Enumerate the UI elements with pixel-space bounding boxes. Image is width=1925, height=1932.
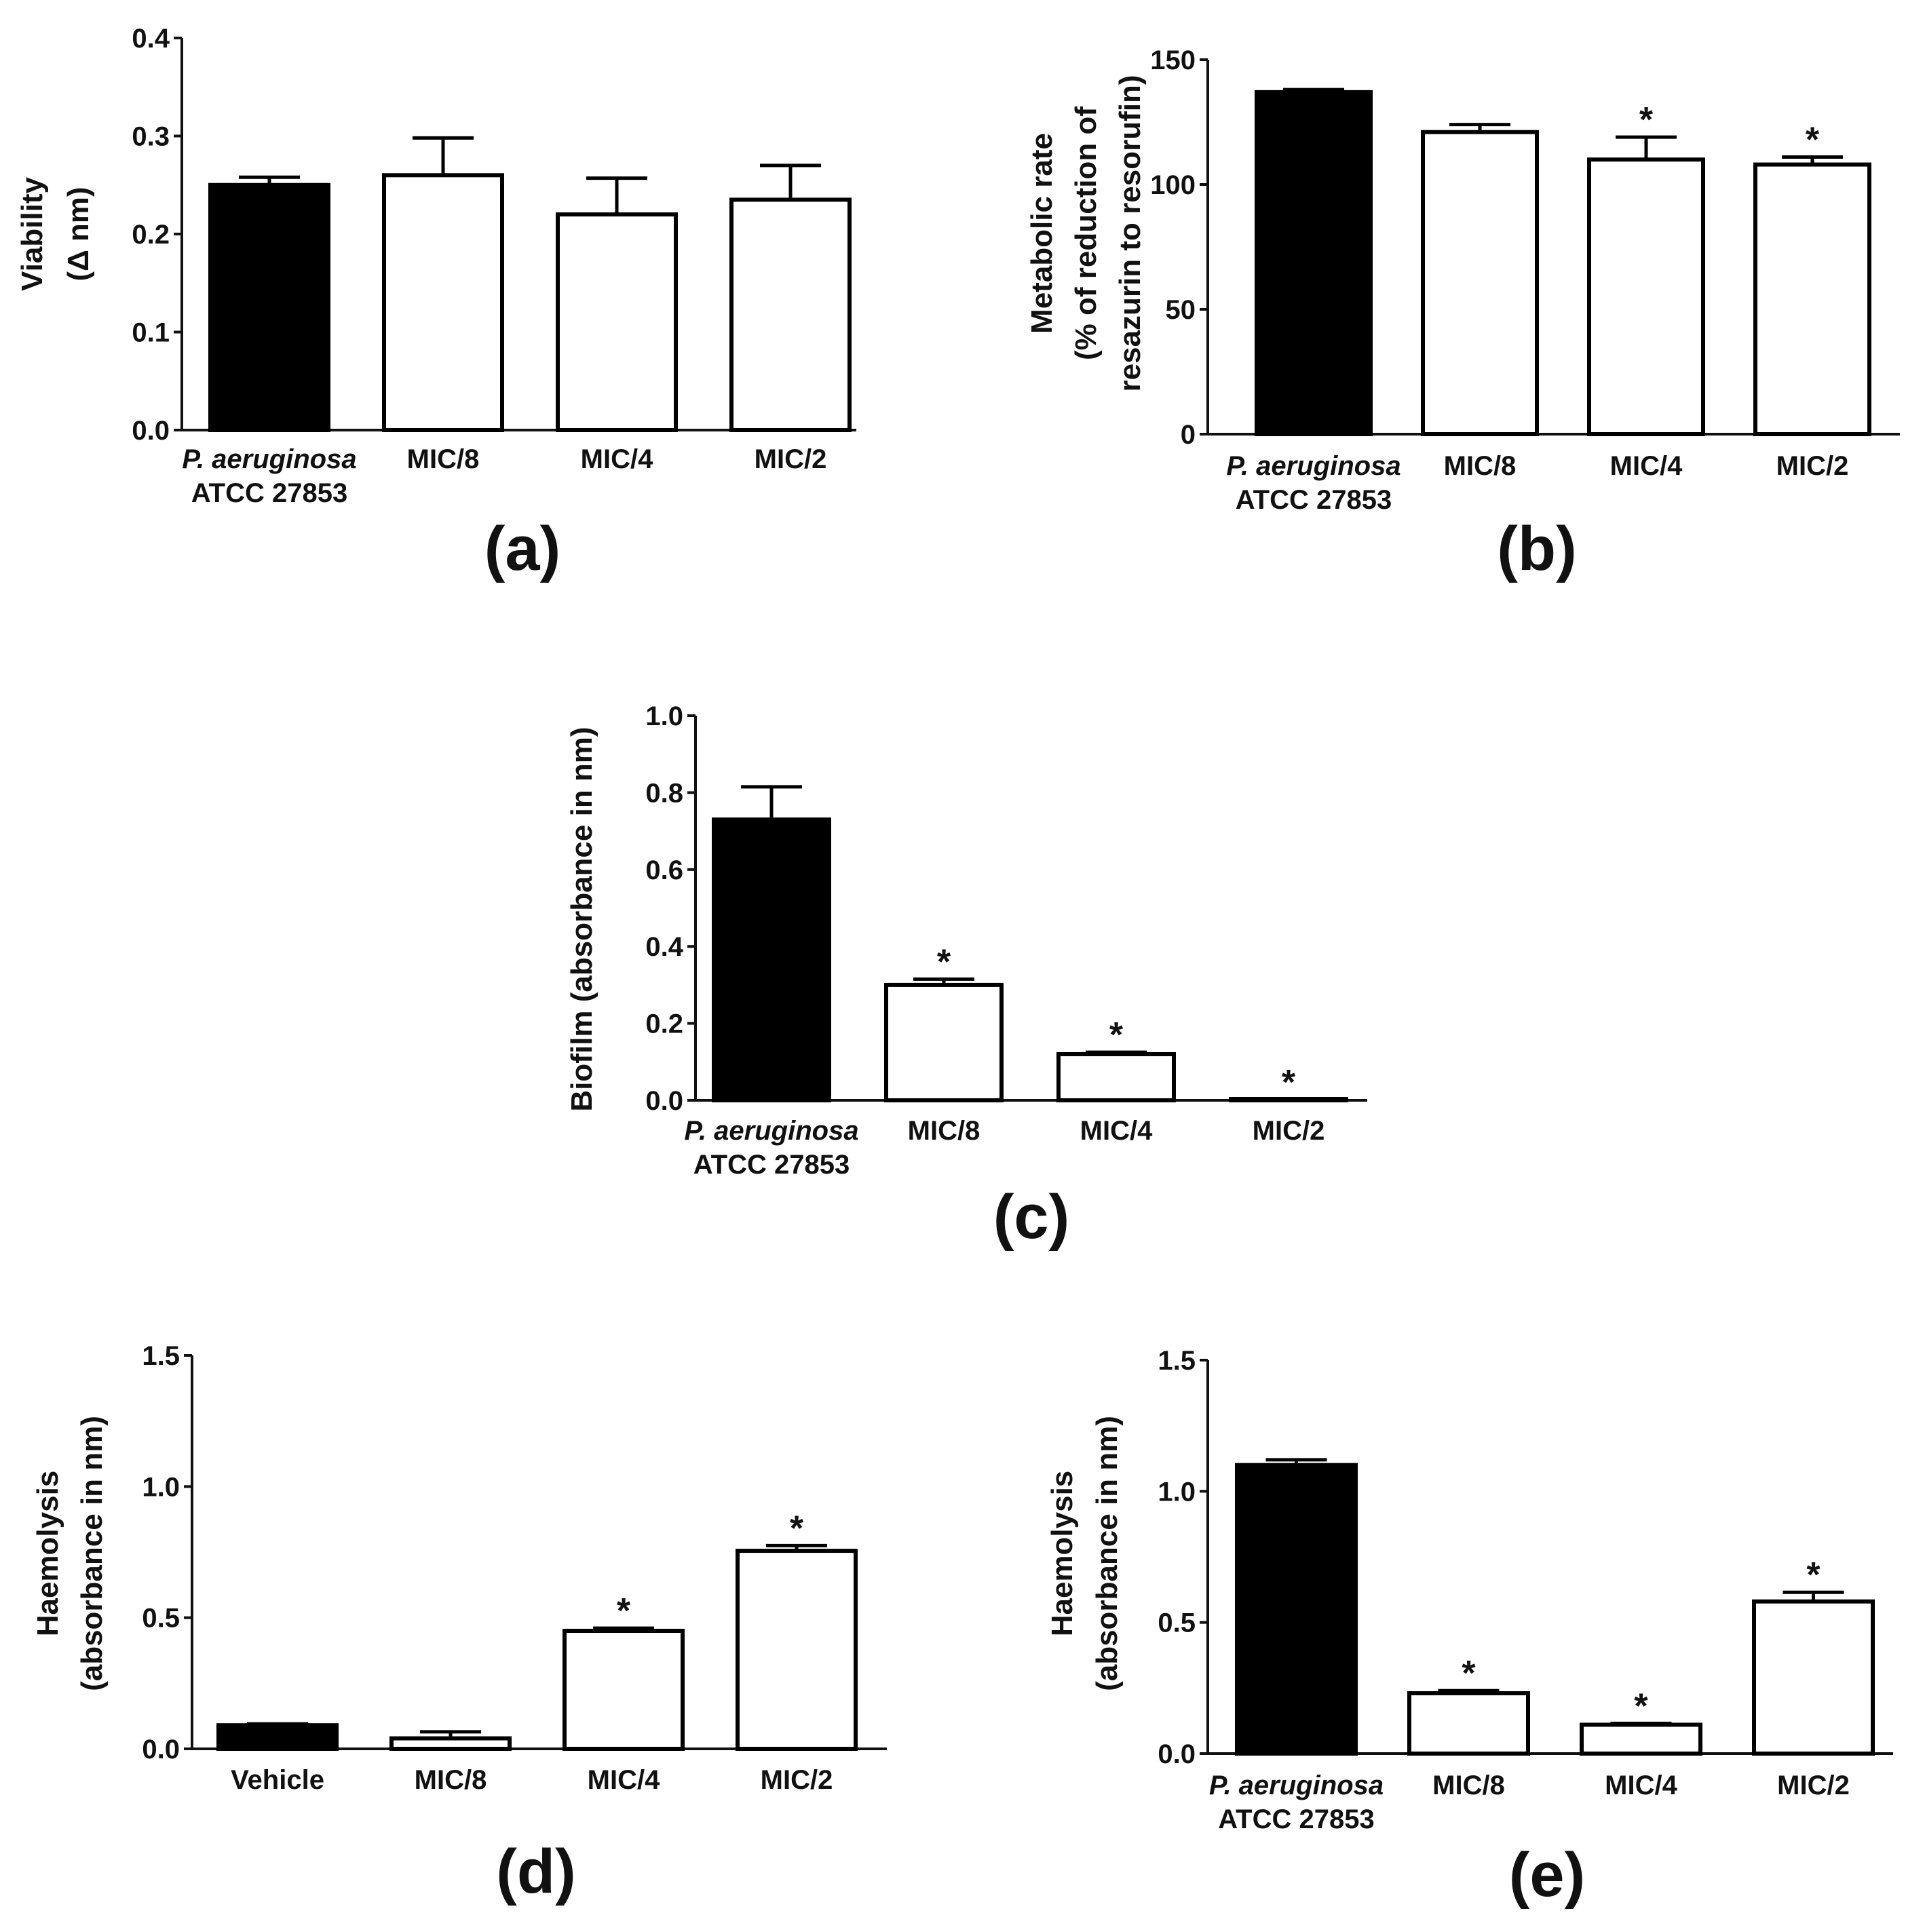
x-tick-label-1: ATCC 27853 [1236,485,1392,515]
x-tick-label-2: MIC/8 [1444,451,1517,481]
significance-marker-4: * [1806,1556,1821,1595]
panel-label: (c) [993,1182,1069,1252]
y-tick-label: 0.4 [132,24,170,54]
x-tick-label-1: ATCC 27853 [191,478,347,508]
significance-marker-3: * [617,1591,631,1631]
bar-4 [736,1549,858,1751]
y-tick-label: 0 [1181,420,1196,450]
x-tick-label-3: MIC/4 [588,1765,660,1795]
significance-marker-4: * [1806,121,1820,160]
y-tick-label: 0.2 [132,220,170,250]
significance-marker-3: * [1634,1687,1648,1726]
bar-4 [729,197,852,432]
significance-marker-3: * [1639,100,1654,140]
y-tick-label: 0.1 [132,318,170,348]
y-tick-label: 1.5 [1158,1346,1196,1376]
bar-1 [712,817,831,1102]
panel-d-haemolysis-vehicle-chart: 0.0 0.5 1.0 1.5 Haemolysis (absorbance in nm)… [31,1341,887,1906]
y-tick-label: 100 [1150,170,1196,200]
significance-marker-2: * [937,942,951,982]
y-tick-label: 50 [1166,295,1196,325]
y-tick-label: 0.2 [645,1009,683,1039]
bar-3 [1580,1722,1702,1756]
y-axis-title: Metabolic rate [1025,133,1059,334]
y-axis-title: (% of reduction of [1069,107,1103,360]
bar-1 [216,1723,339,1751]
bar-3 [1587,157,1705,436]
bar-4 [1753,162,1871,436]
bar-4 [1752,1599,1875,1756]
bar-2 [389,1736,512,1752]
y-tick-label: 1.0 [142,1472,180,1502]
x-tick-label-1: P. aeruginosa [684,1116,858,1146]
x-tick-label-1: ATCC 27853 [693,1150,850,1180]
bar-2 [884,982,1004,1103]
x-tick-label-1: P. aeruginosa [182,444,356,474]
x-tick-label-3: MIC/4 [1610,451,1683,481]
bar-2 [382,173,504,432]
x-tick-label-1: P. aeruginosa [1226,451,1400,481]
bar-3 [556,212,678,432]
y-tick-label: 0.0 [132,416,170,446]
x-tick-label-2: MIC/8 [908,1116,980,1146]
y-tick-label: 0.4 [645,932,683,962]
x-tick-label-4: MIC/2 [1777,1771,1850,1800]
x-tick-label-2: MIC/8 [415,1765,487,1795]
panel-e-haemolysis-control-chart: 0.0 0.5 1.0 1.5 Haemolysis (absorbance in nm)… [1046,1346,1893,1910]
bar-1 [1235,1463,1358,1756]
x-tick-label-4: MIC/2 [1253,1116,1325,1146]
panel-label: (b) [1497,514,1576,583]
panel-label: (d) [496,1837,575,1906]
y-axis-title: Viability [16,177,49,291]
x-tick-label-4: MIC/2 [755,444,827,474]
x-tick-label-4: MIC/2 [761,1765,833,1795]
y-tick-label: 0.0 [645,1086,683,1116]
x-tick-label-3: MIC/4 [1080,1116,1153,1146]
x-tick-label-3: MIC/4 [1605,1771,1677,1800]
y-tick-label: 1.0 [1158,1477,1196,1507]
x-tick-label-3: MIC/4 [581,444,653,474]
bar-1 [208,182,330,432]
panel-a-viability-chart: 0.0 0.1 0.2 0.3 0.4 Viability (Δ nm) P. aerugin… [16,24,856,583]
y-axis-title: Biofilm (absorbance in nm) [565,727,598,1111]
y-tick-label: 0.6 [645,855,683,885]
bar-3 [563,1629,685,1751]
bar-2 [1421,130,1539,436]
panel-c-biofilm-chart: 0.0 0.2 0.4 0.6 0.8 1.0 Biofilm (absorbance in… [565,701,1367,1252]
y-axis-title: Haemolysis [31,1471,64,1637]
y-axis-title: (absorbance in nm) [1090,1416,1124,1691]
significance-marker-4: * [1282,1063,1296,1102]
significance-marker-4: * [790,1509,804,1548]
y-tick-label: 0.3 [132,122,170,152]
panel-b-metabolic-rate-chart: 0 50 100 150 Metabolic rate (% of reduction o… [1025,45,1900,583]
bar-1 [1255,90,1373,436]
significance-marker-2: * [1462,1654,1476,1693]
y-axis-title: (absorbance in nm) [75,1416,109,1691]
x-tick-label-1: ATCC 27853 [1218,1804,1374,1834]
panel-label: (e) [1509,1840,1585,1910]
y-tick-label: 0.0 [142,1735,180,1764]
significance-marker-3: * [1109,1016,1124,1055]
y-tick-label: 0.5 [1158,1608,1196,1638]
x-tick-label-2: MIC/8 [1432,1771,1505,1800]
x-tick-label-1: P. aeruginosa [1209,1771,1384,1800]
y-axis-title: Haemolysis [1046,1471,1079,1637]
y-tick-label: 150 [1150,45,1196,75]
y-tick-label: 1.0 [645,701,683,731]
bar-2 [1407,1691,1530,1756]
y-tick-label: 0.5 [142,1604,180,1634]
y-tick-label: 0.8 [645,778,683,808]
y-tick-label: 1.5 [142,1341,180,1371]
y-axis-title: (Δ nm) [62,187,95,281]
y-tick-label: 0.0 [1158,1739,1196,1769]
panel-label: (a) [484,514,560,583]
x-tick-label-2: MIC/8 [407,444,480,474]
x-tick-label-4: MIC/2 [1776,451,1849,481]
y-axis-title: resazurin to resorufin) [1113,75,1147,392]
x-tick-label-1: Vehicle [231,1765,324,1795]
bar-3 [1056,1051,1176,1102]
